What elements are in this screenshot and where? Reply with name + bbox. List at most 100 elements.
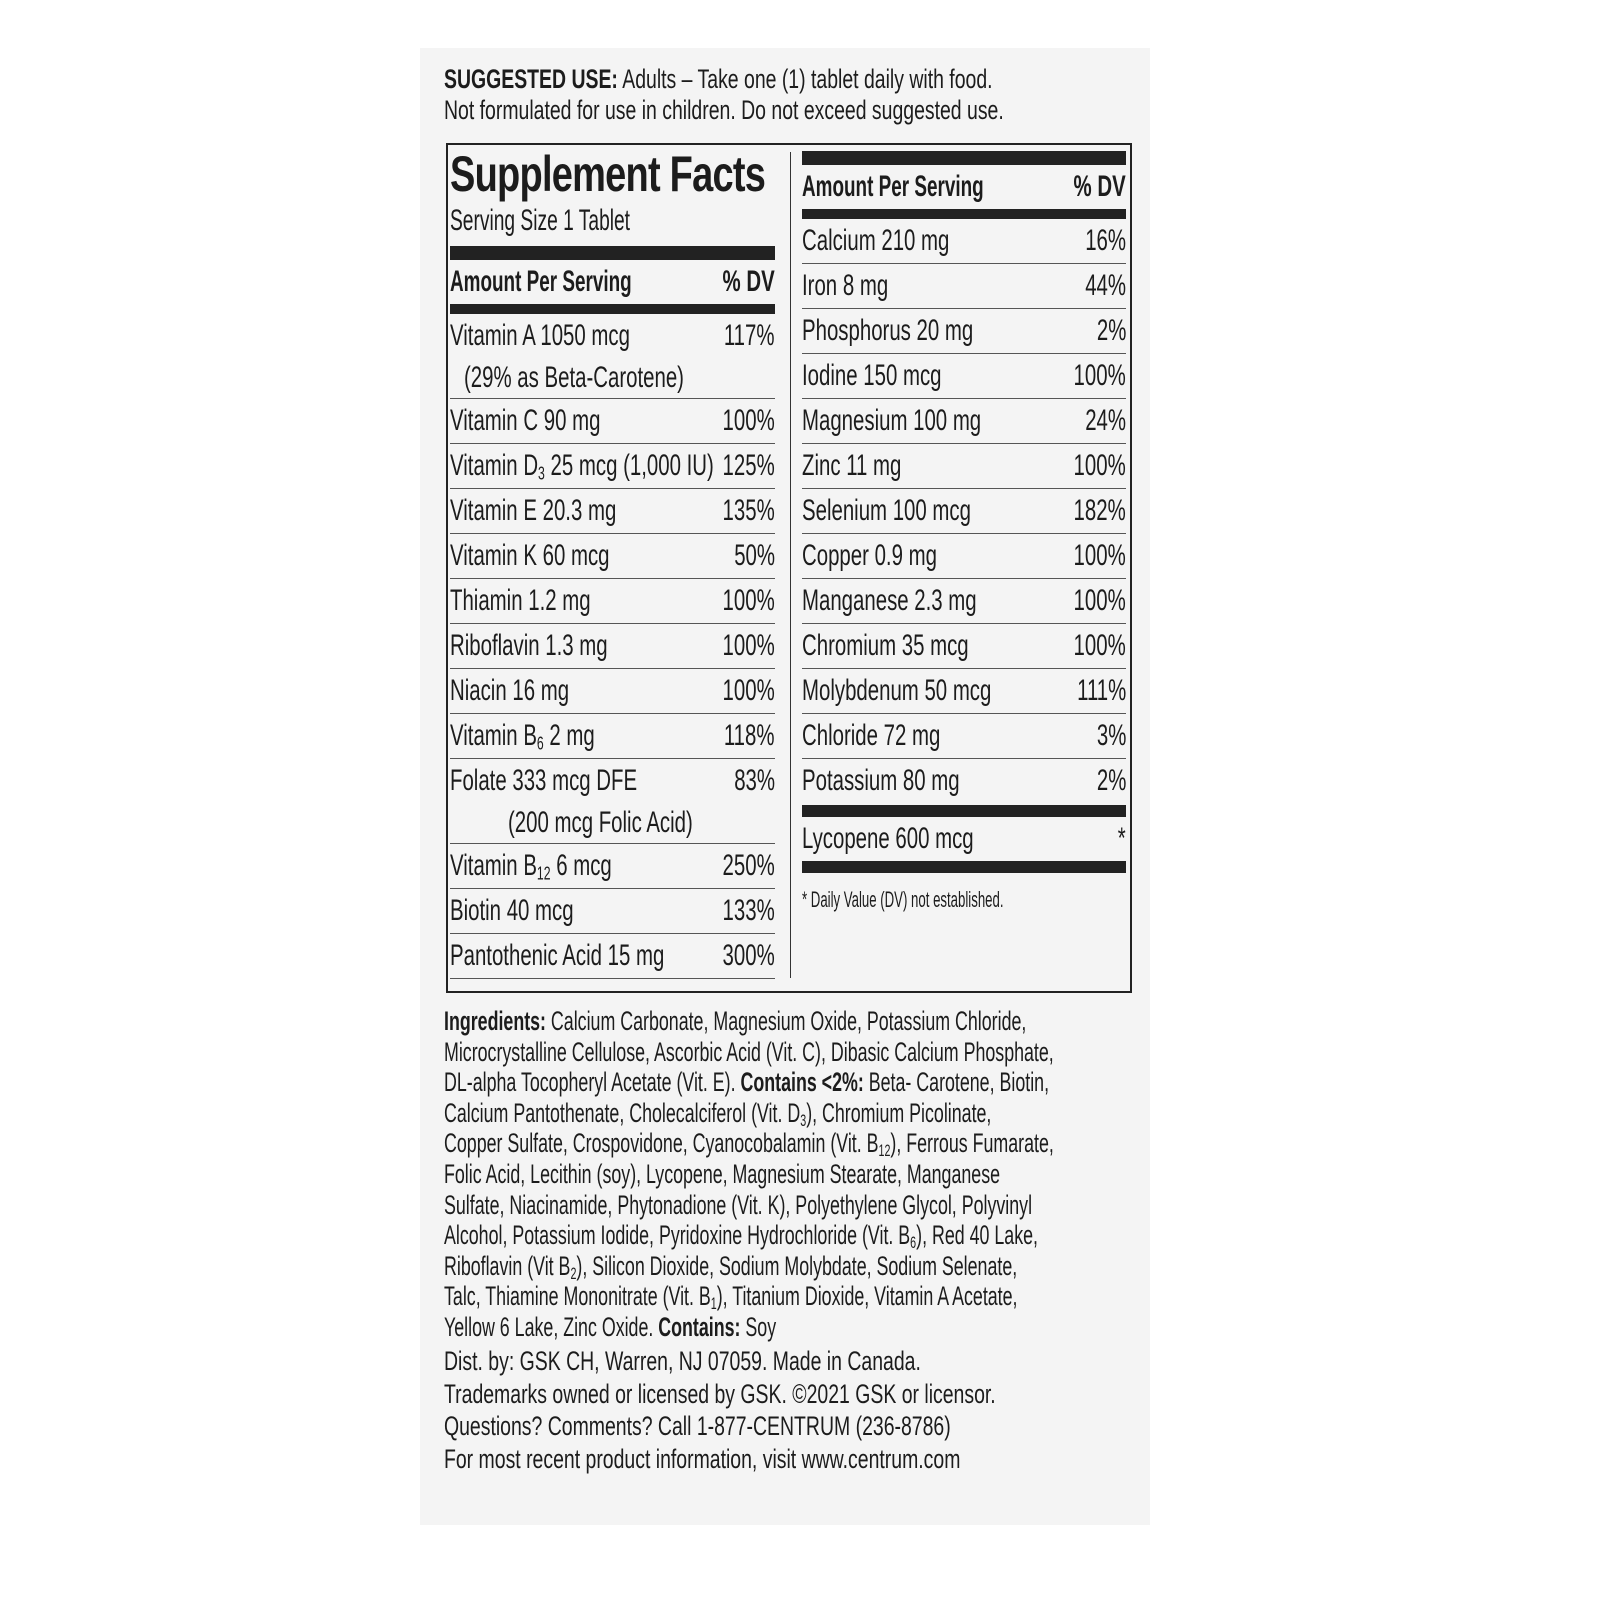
footnote: * Daily Value (DV) not established. [802,887,1004,912]
nutrient-name: Phosphorus 20 mg [802,314,974,347]
subscript: 3 [800,1111,807,1130]
nutrient-dv: 111% [1076,674,1126,707]
ingredients-text: ), Silicon Dioxide, Sodium Molybdate, So… [576,1250,1018,1281]
subscript: 12 [878,1142,891,1161]
nutrient-row: Vitamin B12 6 mcg 250% [450,844,775,889]
nutrient-row: Vitamin C 90 mg 100% [450,399,775,444]
nutrient-name: Selenium 100 mcg [802,494,971,527]
heavy-rule [450,246,775,260]
nutrient-dv: 24% [1085,404,1126,437]
ingredients: Ingredients: Calcium Carbonate, Magnesiu… [444,1006,1137,1343]
nutrient-dv: 117% [724,319,775,352]
ingredients-text: Talc, Thiamine Mononitrate (Vit. B [444,1281,711,1312]
nutrient-note: (200 mcg Folic Acid) [450,803,775,843]
nutrient-name: Chloride 72 mg [802,719,941,752]
allergen-label: Contains: [658,1311,741,1342]
nutrient-name-text: Vitamin K 60 mcg [450,539,610,572]
nutrient-row: Selenium 100 mcg 182% [802,489,1126,534]
nutrient-name-text: Niacin 16 mg [450,674,570,707]
nutrient-note-text: (29% as Beta-Carotene) [464,361,684,394]
nutrient-name: Magnesium 100 mg [802,404,982,437]
nutrient-row: Pantothenic Acid 15 mg 300% [450,934,775,979]
nutrient-row: Folate 333 mcg DFE 83% (200 mcg Folic Acid… [450,759,775,844]
suggested-use-line2: Not formulated for use in children. Do n… [444,95,1004,125]
nutrient-name: Iron 8 mg [802,269,889,302]
heavy-rule [802,151,1126,165]
nutrient-row: Phosphorus 20 mg 2% [802,309,1126,354]
nutrient-row: Vitamin A 1050 mcg 117% (29% as Beta-Carot… [450,314,775,399]
header-dv: % DV [1073,170,1126,203]
nutrient-name-text: Vitamin A 1050 mcg [450,319,630,352]
nutrient-row: Iron 8 mg 44% [802,264,1126,309]
nutrient-dv: 44% [1085,269,1126,302]
nutrient-name: Thiamin 1.2 mg [450,579,591,623]
nutrient-name: Vitamin C 90 mg [450,399,600,443]
heavy-rule [802,861,1126,873]
nutrient-dv: 133% [722,894,775,927]
label-panel [420,48,1150,1525]
serving-size: Serving Size 1 Tablet [450,204,631,237]
header-amount: Amount Per Serving [450,265,632,298]
suggested-use: SUGGESTED USE: Adults – Take one (1) tab… [444,64,1221,126]
header-amount: Amount Per Serving [802,170,984,203]
nutrient-row: Molybdenum 50 mcg 111% [802,669,1126,714]
nutrient-dv: 16% [1085,224,1126,257]
nutrient-name-text: Thiamin 1.2 mg [450,584,591,617]
nutrient-row: Riboflavin 1.3 mg 100% [450,624,775,669]
nutrient-dv: 118% [724,719,775,752]
nutrient-name: Iodine 150 mcg [802,359,942,392]
nutrient-dv: 100% [722,404,775,437]
nutrient-name: Lycopene 600 mcg [802,822,974,855]
nutrient-name: Potassium 80 mg [802,764,960,797]
nutrient-name: Vitamin E 20.3 mg [450,489,616,533]
nutrient-name-text: Vitamin C 90 mg [450,404,601,437]
nutrient-name: Chromium 35 mcg [802,629,969,662]
supplement-facts-box [446,143,1132,993]
ingredients-text: Beta- Carotene, Biotin, [863,1067,1050,1098]
nutrient-name: Copper 0.9 mg [802,539,937,572]
ingredients-text: Sulfate, Niacinamide, Phytonadione (Vit.… [444,1189,1033,1220]
nutrient-dv: 100% [722,674,775,707]
suggested-use-line1: Adults – Take one (1) tablet daily with … [622,64,993,94]
ingredients-text: Riboflavin (Vit B [444,1250,571,1281]
nutrient-name: Calcium 210 mg [802,224,950,257]
ingredients-text: Yellow 6 Lake, Zinc Oxide. [444,1311,659,1342]
ingredients-text: Alcohol, Potassium Iodide, Pyridoxine Hy… [444,1220,911,1251]
nutrient-dv: 125% [722,449,775,482]
nutrient-name: Vitamin B12 6 mcg [450,844,612,888]
nutrient-name: Biotin 40 mcg [450,889,574,933]
table-header: Amount Per Serving % DV [450,260,775,304]
nutrient-name: Vitamin B6 2 mg [450,714,595,758]
contact-line: Questions? Comments? Call 1-877-CENTRUM … [444,1411,951,1442]
nutrient-dv: 100% [1073,539,1126,572]
right-nutrient-list: Calcium 210 mg 16% Iron 8 mg 44% Phosphorus … [802,219,1126,803]
nutrient-dv: 2% [1096,764,1126,797]
nutrient-row: Zinc 11 mg 100% [802,444,1126,489]
nutrient-name-text: Riboflavin 1.3 mg [450,629,608,662]
ingredients-text: Microcrystalline Cellulose, Ascorbic Aci… [444,1036,1054,1067]
table-header: Amount Per Serving % DV [802,165,1126,209]
facts-title: Supplement Facts [450,146,766,202]
left-nutrient-list: Vitamin A 1050 mcg 117% (29% as Beta-Carot… [450,314,775,979]
nutrient-row: Chromium 35 mcg 100% [802,624,1126,669]
nutrient-name: Zinc 11 mg [802,449,902,482]
nutrient-name-text: Biotin 40 mcg [450,894,574,927]
nutrient-name: Vitamin K 60 mcg [450,534,610,578]
ingredients-text: Calcium Carbonate, Magnesium Oxide, Pota… [545,1006,1027,1036]
nutrient-dv: 2% [1096,314,1126,347]
ingredients-text: ), Ferrous Fumarate, [890,1128,1054,1159]
nutrient-row: Potassium 80 mg 2% [802,759,1126,803]
nutrient-dv: 250% [722,849,775,882]
ingredients-text: ), Titanium Dioxide, Vitamin A Acetate, [716,1281,1018,1312]
nutrient-name-text: Vitamin D [450,449,539,482]
distributor-info: Dist. by: GSK CH, Warren, NJ 07059. Made… [444,1345,1210,1476]
suggested-use-label: SUGGESTED USE: [444,64,618,94]
nutrient-row: Manganese 2.3 mg 100% [802,579,1126,624]
nutrient-note: (29% as Beta-Carotene) [450,358,775,398]
nutrient-dv: 135% [722,494,775,527]
nutrient-row: Vitamin D3 25 mcg (1,000 IU) 125% [450,444,775,489]
nutrient-dv: 182% [1073,494,1126,527]
ingredients-text: Folic Acid, Lecithin (soy), Lycopene, Ma… [444,1158,1001,1189]
nutrient-dv: 50% [734,539,775,572]
nutrient-name: Vitamin A 1050 mcg [450,314,630,358]
